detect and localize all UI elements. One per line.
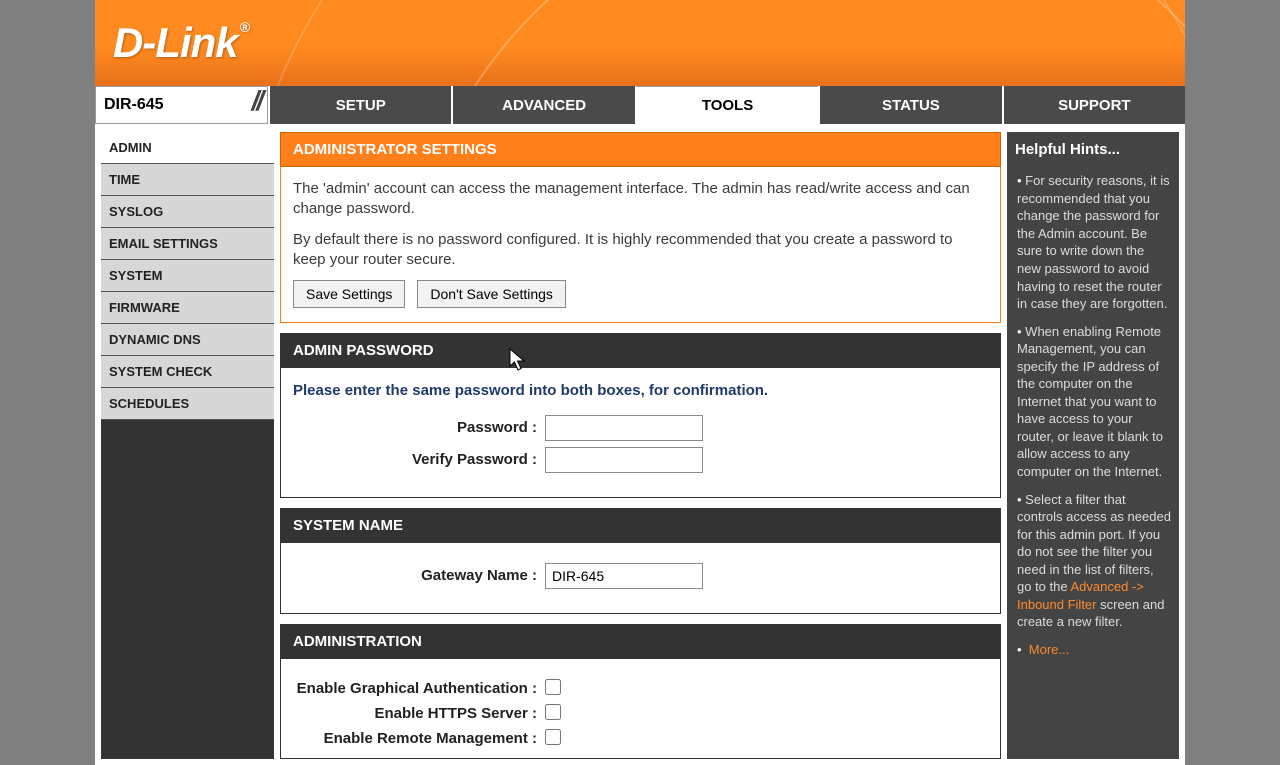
save-settings-button[interactable]: Save Settings xyxy=(293,280,405,308)
sidebar-item-syslog[interactable]: SYSLOG xyxy=(101,196,274,228)
https-server-checkbox[interactable] xyxy=(545,704,561,720)
sidebar-item-system[interactable]: SYSTEM xyxy=(101,260,274,292)
tab-status[interactable]: STATUS xyxy=(818,86,1001,124)
tab-advanced[interactable]: ADVANCED xyxy=(451,86,634,124)
tab-tools[interactable]: TOOLS xyxy=(635,86,818,124)
verify-password-label: Verify Password : xyxy=(293,451,545,468)
sidebar-item-email-settings[interactable]: EMAIL SETTINGS xyxy=(101,228,274,260)
intro-box: The 'admin' account can access the manag… xyxy=(280,167,1001,323)
hint-2: When enabling Remote Management, you can… xyxy=(1017,323,1171,481)
section-header-administration: ADMINISTRATION xyxy=(280,624,1001,659)
sidebar-item-schedules[interactable]: SCHEDULES xyxy=(101,388,274,420)
section-header-password: ADMIN PASSWORD xyxy=(280,333,1001,368)
hint-more: • More... xyxy=(1017,641,1171,659)
model-text: DIR-645 xyxy=(104,96,164,114)
page-title: ADMINISTRATOR SETTINGS xyxy=(280,132,1001,167)
graphical-auth-label: Enable Graphical Authentication : xyxy=(293,680,545,697)
model-badge: DIR-645 // xyxy=(95,86,268,124)
hint-3: Select a filter that controls access as … xyxy=(1017,491,1171,631)
verify-password-input[interactable] xyxy=(545,447,703,473)
password-input[interactable] xyxy=(545,415,703,441)
tab-setup[interactable]: SETUP xyxy=(268,86,451,124)
dont-save-settings-button[interactable]: Don't Save Settings xyxy=(417,280,566,308)
tab-support[interactable]: SUPPORT xyxy=(1002,86,1185,124)
brand-logo: D-Link® xyxy=(113,19,249,67)
intro-text-2: By default there is no password configur… xyxy=(293,230,988,271)
gateway-name-label: Gateway Name : xyxy=(293,567,545,584)
section-body-administration: Enable Graphical Authentication : Enable… xyxy=(280,659,1001,759)
intro-text-1: The 'admin' account can access the manag… xyxy=(293,179,988,220)
sidebar: ADMINTIMESYSLOGEMAIL SETTINGSSYSTEMFIRMW… xyxy=(101,132,274,759)
top-nav: DIR-645 // SETUPADVANCEDTOOLSSTATUSSUPPO… xyxy=(95,86,1185,126)
gateway-name-input[interactable] xyxy=(545,563,703,589)
section-body-system-name: Gateway Name : xyxy=(280,543,1001,614)
hint-1: For security reasons, it is recommended … xyxy=(1017,172,1171,312)
more-link[interactable]: More... xyxy=(1029,642,1069,657)
slash-decor: // xyxy=(251,85,261,117)
password-note: Please enter the same password into both… xyxy=(293,382,988,399)
sidebar-item-admin[interactable]: ADMIN xyxy=(101,132,274,164)
sidebar-item-system-check[interactable]: SYSTEM CHECK xyxy=(101,356,274,388)
section-header-system-name: SYSTEM NAME xyxy=(280,508,1001,543)
remote-mgmt-checkbox[interactable] xyxy=(545,729,561,745)
graphical-auth-checkbox[interactable] xyxy=(545,679,561,695)
password-label: Password : xyxy=(293,419,545,436)
header-banner: D-Link® xyxy=(95,0,1185,86)
main-content: ADMINISTRATOR SETTINGS The 'admin' accou… xyxy=(280,132,1001,759)
section-body-password: Please enter the same password into both… xyxy=(280,368,1001,498)
hints-panel: Helpful Hints... For security reasons, i… xyxy=(1007,132,1179,759)
hints-title: Helpful Hints... xyxy=(1007,132,1179,166)
sidebar-item-time[interactable]: TIME xyxy=(101,164,274,196)
sidebar-item-firmware[interactable]: FIRMWARE xyxy=(101,292,274,324)
remote-mgmt-label: Enable Remote Management : xyxy=(293,730,545,747)
sidebar-item-dynamic-dns[interactable]: DYNAMIC DNS xyxy=(101,324,274,356)
